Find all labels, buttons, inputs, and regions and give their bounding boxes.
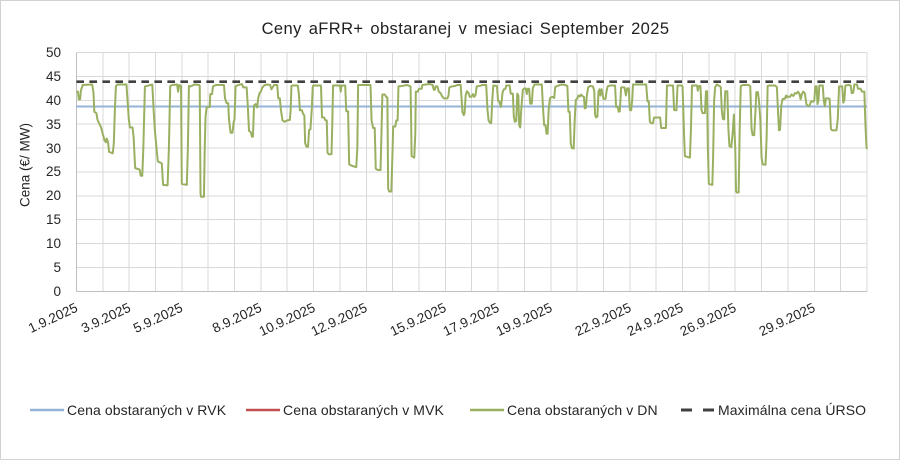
legend-swatch-line [246, 408, 280, 412]
y-tick-label: 5 [53, 260, 61, 275]
y-tick-label: 45 [45, 68, 61, 84]
y-tick-label: 20 [45, 188, 61, 204]
legend-item: Cena obstaraných v DN [470, 400, 658, 420]
y-tick-label: 25 [45, 164, 61, 180]
legend-swatch-line [30, 408, 64, 412]
y-tick-label: 50 [45, 45, 61, 60]
legend-label: Maximálna cena ÚRSO [718, 402, 867, 418]
legend: Cena obstaraných v RVK Cena obstaraných v… [1, 400, 899, 420]
y-tick-label: 30 [45, 140, 61, 156]
y-tick-label: 15 [45, 212, 61, 228]
chart-title: Ceny aFRR+ obstaranej v mesiaci Septembe… [261, 20, 670, 38]
legend-label: Cena obstaraných v DN [507, 402, 658, 418]
legend-label: Cena obstaraných v MVK [283, 402, 444, 418]
series-line-2 [76, 83, 868, 198]
legend-label: Cena obstaraných v RVK [67, 402, 227, 418]
legend-item: Cena obstaraných v RVK [30, 400, 226, 420]
y-tick-label: 10 [45, 236, 61, 252]
legend-swatch-dashed-line [681, 408, 715, 412]
legend-swatch-line [470, 408, 504, 412]
legend-item: Maximálna cena ÚRSO [681, 400, 866, 420]
y-tick-label: 0 [53, 283, 61, 299]
legend-item: Cena obstaraných v MVK [246, 400, 444, 420]
y-tick-label: 40 [45, 92, 61, 108]
y-tick-label: 35 [45, 116, 61, 132]
